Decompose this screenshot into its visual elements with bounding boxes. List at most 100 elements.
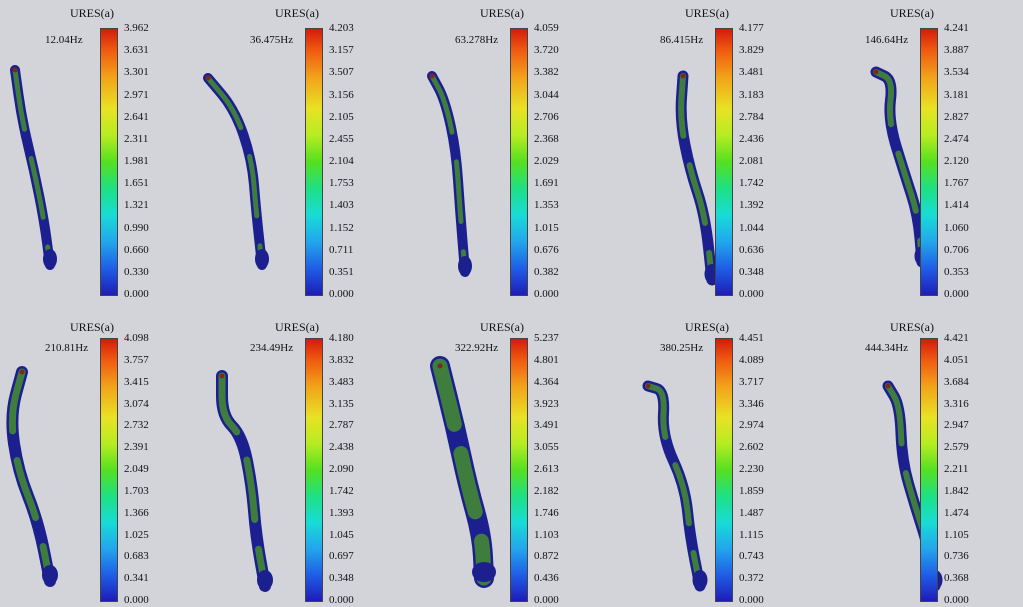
colorbar-tick-label: 0.000 [944, 594, 969, 606]
blade-tip [873, 69, 879, 75]
deformed-blade-shape [6, 366, 58, 587]
colorbar-tick-label: 0.743 [739, 550, 764, 563]
colorbar-tick-label: 0.330 [124, 265, 149, 278]
result-title: URES(a) [275, 6, 319, 20]
colorbar-tick-label: 2.827 [944, 110, 969, 123]
colorbar-tick-label: 4.177 [739, 22, 764, 34]
blade-body [678, 73, 715, 283]
colorbar-tick-label: 0.000 [534, 594, 559, 606]
colorbar-tick-label: 1.753 [329, 177, 354, 190]
colorbar-tick-label: 2.455 [329, 132, 354, 145]
result-title: URES(a) [685, 320, 729, 334]
blade-root [692, 570, 708, 590]
frequency-label: 380.25Hz [660, 342, 704, 354]
colorbar-tick-label: 3.720 [534, 44, 559, 57]
colorbar-tick-label: 1.060 [944, 221, 969, 234]
result-title: URES(a) [890, 320, 934, 334]
colorbar-tick-label: 1.025 [124, 528, 149, 541]
colorbar-tick-label: 3.684 [944, 375, 969, 388]
colorbar-tick-label: 1.651 [124, 177, 149, 190]
frequency-label: 234.49Hz [250, 342, 294, 354]
colorbar-tick-label: 2.368 [534, 132, 559, 145]
colorbar-tick-label: 0.000 [124, 288, 149, 300]
result-title: URES(a) [685, 6, 729, 20]
colorbar-tick-label: 4.180 [329, 332, 354, 344]
colorbar-tick-label: 3.074 [124, 397, 149, 410]
result-title: URES(a) [275, 320, 319, 334]
colorbar-tick-label: 1.742 [329, 484, 354, 497]
colorbar-tick-label: 5.237 [534, 332, 559, 344]
colorbar-tick-label: 0.636 [739, 243, 764, 256]
colorbar-tick-label: 3.534 [944, 66, 969, 79]
colorbar-tick-label: 0.697 [329, 550, 354, 563]
colorbar-tick-label: 3.631 [124, 44, 149, 57]
mode-panel: URES(a) 12.04Hz 3.962 3.631 3.301 2.971 2.641 2… [0, 0, 204, 301]
colorbar-tick-label: 2.049 [124, 463, 149, 475]
colorbar-tick-label: 1.703 [124, 484, 149, 497]
blade-tip [19, 369, 25, 375]
colorbar-tick-label: 3.044 [534, 88, 559, 101]
colorbar-tick-label: 2.971 [124, 88, 149, 101]
colorbar [100, 338, 118, 602]
colorbar-tick-label: 0.368 [944, 572, 969, 585]
colorbar-tick-label: 2.391 [124, 441, 149, 454]
colorbar-tick-label: 0.000 [329, 594, 354, 606]
colorbar-tick-label: 0.348 [739, 265, 764, 278]
colorbar-tick-label: 3.829 [739, 44, 764, 57]
colorbar-tick-label: 2.732 [124, 419, 149, 432]
mode-panel: URES(a) 234.49Hz 4.180 3.832 3.483 3.135 2.787… [205, 306, 409, 607]
blade-outline [870, 66, 928, 268]
colorbar-tick-label: 2.182 [534, 484, 559, 497]
colorbar-tick-label: 1.115 [739, 528, 764, 541]
mode-panel: URES(a) 322.92Hz 5.237 4.801 4.364 3.923 3.491… [410, 306, 614, 607]
colorbar-tick-label: 2.029 [534, 155, 559, 167]
colorbar-tick-label: 2.311 [124, 132, 149, 145]
colorbar-tick-label: 1.366 [124, 506, 149, 519]
colorbar-tick-label: 1.152 [329, 221, 354, 234]
colorbar-tick-label: 2.947 [944, 419, 969, 432]
colorbar-tick-label: 2.787 [329, 419, 354, 432]
colorbar [715, 28, 733, 296]
blade-root [472, 562, 496, 582]
colorbar-tick-label: 3.962 [124, 22, 149, 34]
mode-panel: URES(a) 444.34Hz 4.421 4.051 3.684 3.316 2.947… [820, 306, 1023, 607]
colorbar-tick-label: 0.372 [739, 572, 764, 585]
colorbar-tick-label: 0.353 [944, 265, 969, 278]
blade-body [205, 75, 265, 268]
colorbar-tick-label: 1.044 [739, 221, 764, 234]
frequency-label: 146.64Hz [865, 34, 909, 46]
colorbar-tick-label: 1.981 [124, 155, 149, 167]
frequency-label: 86.415Hz [660, 34, 704, 46]
colorbar-tick-label: 1.474 [944, 506, 969, 519]
blade-tip [680, 73, 686, 79]
colorbar-tick-label: 2.081 [739, 155, 764, 167]
colorbar-tick-label: 3.507 [329, 66, 354, 79]
colorbar-tick-label: 3.483 [329, 375, 354, 388]
colorbar-tick-label: 1.742 [739, 177, 764, 190]
result-title: URES(a) [70, 6, 114, 20]
colorbar-tick-label: 2.436 [739, 132, 764, 145]
mode-panel: URES(a) 146.64Hz 4.241 3.887 3.534 3.181 2.827… [820, 0, 1023, 301]
blade-root [257, 570, 273, 590]
colorbar-tick-label: 0.000 [534, 288, 559, 300]
colorbar-tick-label: 1.487 [739, 506, 764, 519]
mode-panel: URES(a) 210.81Hz 4.098 3.757 3.415 3.074 2.732… [0, 306, 204, 607]
mode-panel: URES(a) 63.278Hz 4.059 3.720 3.382 3.044 2.706… [410, 0, 614, 301]
result-title: URES(a) [480, 320, 524, 334]
colorbar-tick-label: 1.859 [739, 484, 764, 497]
frequency-label: 210.81Hz [45, 342, 89, 354]
colorbar-tick-label: 0.990 [124, 221, 149, 234]
colorbar-tick-label: 1.103 [534, 528, 559, 541]
blade-tip [437, 363, 443, 369]
deformed-blade-shape [642, 380, 708, 592]
colorbar-tick-label: 0.736 [944, 550, 969, 563]
colorbar-tick-label: 4.051 [944, 353, 969, 366]
blade-tip [12, 67, 18, 73]
colorbar-tick-label: 0.000 [944, 288, 969, 300]
colorbar [510, 338, 528, 602]
colorbar [715, 338, 733, 602]
colorbar-tick-label: 3.301 [124, 66, 149, 79]
colorbar-tick-label: 4.059 [534, 22, 559, 34]
result-title: URES(a) [70, 320, 114, 334]
